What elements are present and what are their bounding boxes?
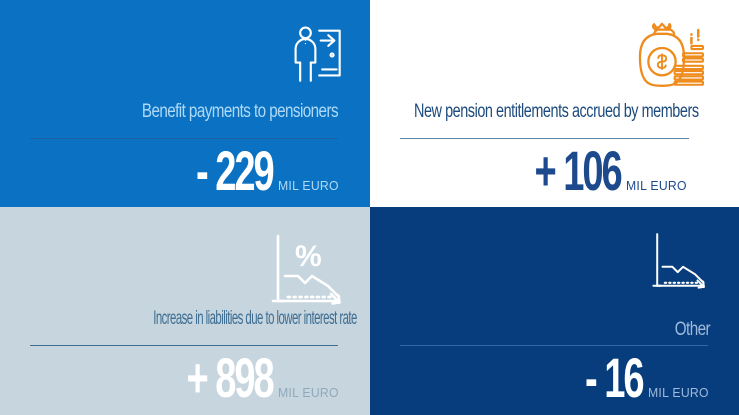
svg-text:%: %: [295, 240, 322, 273]
